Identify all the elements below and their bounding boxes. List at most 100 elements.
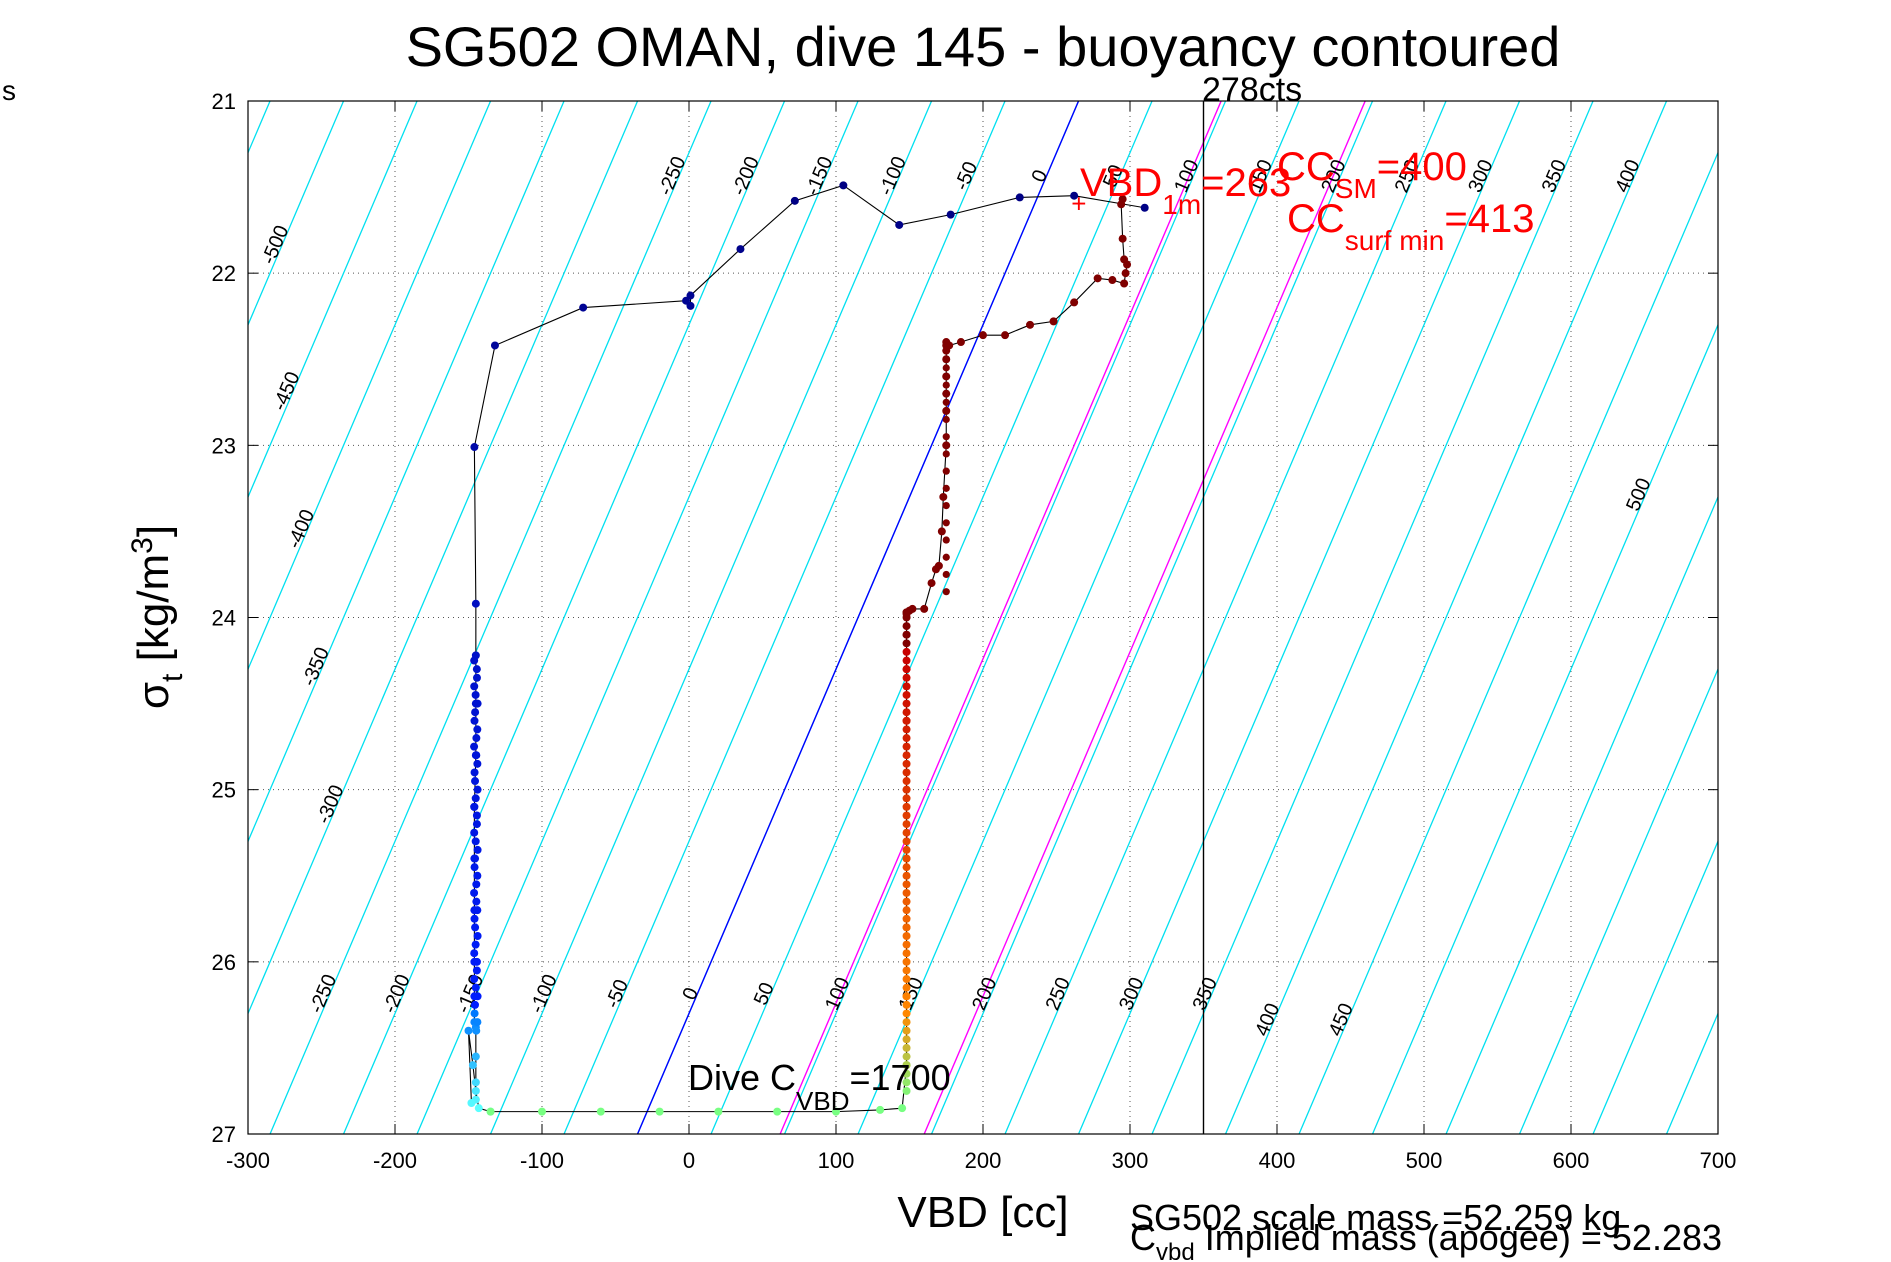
- x-tick-label: 600: [1553, 1148, 1590, 1173]
- vbd-1m-annotation: VBD1m=263: [1080, 161, 1291, 220]
- descent-point: [1140, 203, 1149, 212]
- ascent-point: [902, 897, 911, 906]
- ascent-point: [902, 742, 911, 751]
- contour-line: [248, 101, 418, 499]
- contour-line: [1445, 495, 1718, 1134]
- ascent-point: [902, 923, 911, 932]
- y-tick-label: 22: [212, 261, 236, 286]
- cc-surf-min-annotation: CCsurf min=413: [1287, 197, 1534, 256]
- ascent-point: [902, 888, 911, 897]
- descent-point: [471, 1052, 480, 1061]
- ascent-point: [902, 673, 911, 682]
- svg-text:σt [kg/m3]: σt [kg/m3]: [126, 525, 189, 709]
- contour-line: [248, 101, 565, 843]
- descent-point: [473, 845, 482, 854]
- contour-line: [1298, 150, 1718, 1134]
- descent-point: [471, 708, 480, 717]
- ascent-point: [902, 983, 911, 992]
- ascent-point: [655, 1107, 664, 1116]
- descent-point: [736, 245, 745, 254]
- y-tick-label: 27: [212, 1122, 236, 1147]
- x-tick-label: 400: [1259, 1148, 1296, 1173]
- ascent-point: [942, 450, 950, 458]
- ascent-point: [902, 1043, 911, 1052]
- ascent-point: [902, 802, 911, 811]
- ascent-point: [902, 1061, 911, 1070]
- descent-point: [470, 828, 479, 837]
- ascent-point: [902, 690, 911, 699]
- descent-point: [473, 992, 482, 1001]
- descent-point: [473, 699, 482, 708]
- descent-point: [471, 923, 480, 932]
- ascent-point: [942, 406, 951, 415]
- ascent-point: [902, 777, 911, 786]
- dive-cvbd-sub: VBD: [796, 1086, 849, 1116]
- ascent-point: [902, 1026, 911, 1035]
- ascent-point: [902, 1035, 911, 1044]
- vbd-1m-value: =263: [1201, 161, 1291, 205]
- x-tick-label: 300: [1112, 1148, 1149, 1173]
- ascent-point: [902, 966, 911, 975]
- y-tick-label: 25: [212, 778, 236, 803]
- x-tick-label: -200: [373, 1148, 417, 1173]
- ascent-point: [902, 1086, 911, 1095]
- ascent-point: [902, 699, 911, 708]
- vbd-1m-sub: 1m: [1162, 189, 1201, 220]
- ascent-point: [956, 338, 965, 347]
- ascent-point: [1121, 269, 1130, 278]
- contour-line: [1151, 101, 1594, 1134]
- ascent-point: [898, 1104, 907, 1113]
- ascent-point: [942, 570, 950, 579]
- descent-point: [490, 341, 499, 350]
- ascent-point: [902, 1078, 911, 1087]
- x-tick-label: -300: [226, 1148, 270, 1173]
- ascent-point: [902, 940, 911, 949]
- ascent-point: [902, 845, 911, 854]
- ascent-point: [942, 441, 951, 450]
- ascent-point: [902, 1052, 911, 1061]
- ascent-point: [902, 863, 911, 872]
- ascent-point: [596, 1107, 605, 1116]
- footer-scale-mass: SG502 scale mass =52.259 kg: [1130, 1197, 1621, 1238]
- descent-point: [470, 949, 479, 958]
- ascent-point: [942, 372, 951, 381]
- x-tick-label: 0: [683, 1148, 695, 1173]
- ascent-point: [902, 1000, 911, 1009]
- cc-surf-min-value: =413: [1444, 197, 1534, 241]
- descent-point: [472, 811, 481, 820]
- ascent-point: [1120, 255, 1129, 264]
- descent-point: [790, 196, 799, 205]
- contour-line: [248, 101, 345, 327]
- contour-line: [1592, 839, 1718, 1134]
- descent-point: [471, 854, 480, 863]
- contour-line: [783, 101, 1227, 1134]
- contour-line: [342, 101, 786, 1134]
- descent-point: [473, 759, 482, 768]
- ascent-point: [902, 854, 911, 863]
- ascent-point: [902, 656, 911, 665]
- ascent-point: [902, 957, 911, 966]
- ascent-point: [942, 364, 950, 372]
- descent-point: [472, 966, 481, 975]
- ascent-point: [486, 1107, 495, 1116]
- ascent-point: [902, 708, 911, 717]
- contour-line: [710, 101, 1153, 1134]
- ascent-point: [1120, 279, 1129, 288]
- ascent-point: [902, 734, 911, 743]
- ascent-point: [1118, 234, 1127, 243]
- y-axis-label-close: ]: [129, 525, 178, 537]
- descent-point: [470, 768, 479, 777]
- chart-title: SG502 OMAN, dive 145 - buoyancy contoure…: [406, 15, 1561, 78]
- ascent-point: [1108, 276, 1117, 285]
- zero-buoyancy-line: [636, 101, 1080, 1134]
- left-edge-text: s: [2, 75, 16, 106]
- contour-line: [489, 101, 933, 1134]
- ascent-point: [902, 880, 911, 889]
- ascent-point: [942, 381, 950, 389]
- contour-line: [0, 101, 123, 1134]
- descent-point: [470, 716, 479, 725]
- descent-point: [471, 1078, 480, 1087]
- ascent-point: [902, 992, 911, 1001]
- ascent-point: [942, 355, 951, 364]
